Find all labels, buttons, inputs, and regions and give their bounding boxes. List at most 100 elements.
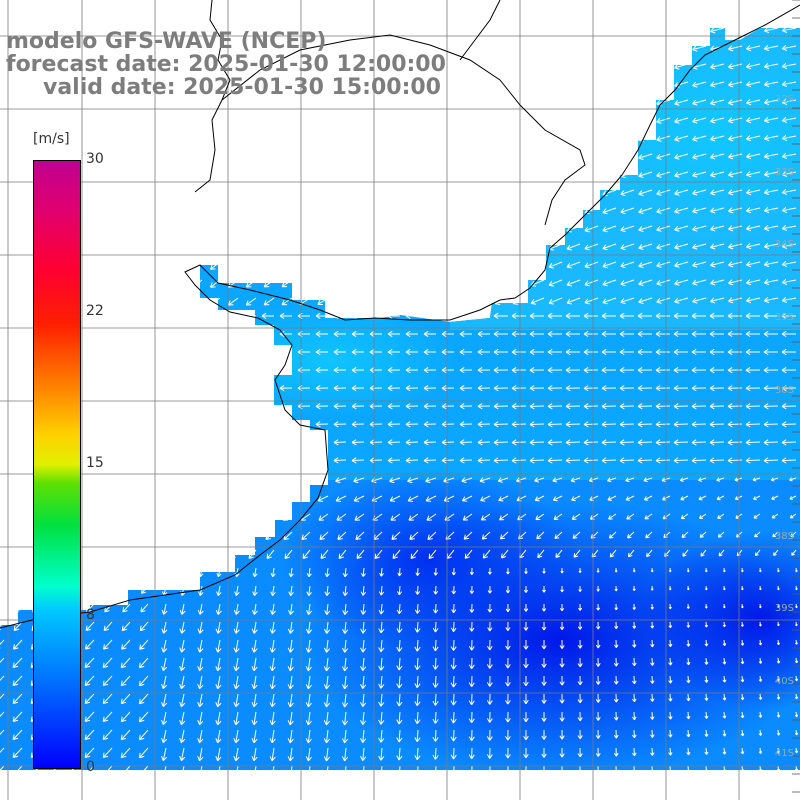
wind-arrow <box>161 765 168 770</box>
wind-arrow <box>281 297 293 306</box>
wind-arrow <box>396 675 403 689</box>
wind-arrow <box>117 439 131 446</box>
wind-arrow <box>620 99 635 107</box>
wind-arrow <box>777 621 780 627</box>
wind-arrow <box>209 495 221 502</box>
wind-arrow <box>0 457 5 464</box>
wind-arrow <box>460 63 473 71</box>
wind-arrow <box>353 243 365 251</box>
wind-arrow <box>261 330 275 338</box>
wind-arrow <box>781 421 797 428</box>
wind-arrow <box>335 477 347 484</box>
wind-arrow <box>505 729 511 741</box>
wind-arrow <box>252 585 258 597</box>
wind-arrow <box>192 171 203 180</box>
colorbar-tick-0: 0 <box>86 759 95 775</box>
wind-arrow <box>477 366 491 374</box>
wind-arrow <box>288 784 293 797</box>
wind-arrow <box>745 261 761 268</box>
wind-arrow <box>794 765 799 770</box>
wind-arrow <box>389 225 401 233</box>
wind-arrow <box>478 135 491 143</box>
wind-arrow <box>227 189 239 198</box>
wind-arrow <box>117 385 131 392</box>
wind-arrow <box>704 693 709 701</box>
wind-arrow <box>673 385 689 392</box>
wind-arrow <box>215 765 222 770</box>
wind-arrow <box>541 693 547 704</box>
wind-arrow <box>535 513 545 521</box>
wind-arrow <box>135 385 149 392</box>
wind-arrow <box>379 567 384 577</box>
wind-arrow <box>12 675 23 686</box>
wind-arrow <box>777 603 780 609</box>
wind-arrow <box>619 403 635 410</box>
wind-arrow <box>512 261 527 269</box>
wind-arrow <box>317 243 329 251</box>
wind-arrow <box>541 675 547 686</box>
wind-arrow <box>578 784 582 793</box>
wind-arrow <box>459 403 473 410</box>
wind-arrow <box>740 657 745 665</box>
wind-arrow <box>559 747 565 758</box>
wind-arrow <box>442 225 455 233</box>
wind-arrow <box>269 693 276 708</box>
wind-arrow <box>789 495 797 500</box>
wind-arrow <box>245 477 257 484</box>
wind-arrow <box>602 28 617 35</box>
wind-arrow <box>460 261 473 269</box>
wind-arrow <box>530 297 545 305</box>
wind-arrow <box>728 225 743 232</box>
wind-arrow <box>335 279 347 287</box>
wind-arrow <box>251 765 258 770</box>
wind-arrow <box>686 567 690 573</box>
wind-arrow <box>637 330 653 338</box>
wind-arrow <box>541 765 547 770</box>
wind-arrow <box>84 261 95 271</box>
wind-arrow <box>261 439 275 446</box>
wind-arrow <box>351 403 365 410</box>
wind-arrow <box>584 297 599 305</box>
wind-arrow <box>601 421 617 428</box>
wind-arrow <box>478 99 491 107</box>
wind-arrow <box>0 207 5 218</box>
wind-arrow <box>650 675 655 684</box>
wind-arrow <box>763 171 779 178</box>
wind-arrow <box>709 457 725 464</box>
wind-arrow <box>560 784 564 793</box>
wind-arrow <box>135 421 149 428</box>
wind-arrow <box>288 567 294 578</box>
wind-arrow <box>487 784 492 794</box>
wind-arrow <box>450 765 457 770</box>
wind-arrow <box>0 243 5 254</box>
wind-arrow <box>264 513 275 521</box>
wind-arrow <box>728 117 743 124</box>
wind-arrow <box>565 312 581 319</box>
wind-arrow <box>686 603 690 609</box>
wind-arrow <box>442 189 455 197</box>
wind-arrow <box>499 513 509 521</box>
wind-arrow <box>625 477 635 483</box>
wind-arrow <box>722 639 727 647</box>
wind-arrow <box>215 711 222 726</box>
wind-arrow <box>197 693 204 708</box>
wind-arrow <box>511 403 527 410</box>
wind-arrow <box>691 385 707 392</box>
wind-arrow <box>601 366 617 374</box>
wind-arrow <box>157 531 167 540</box>
wind-arrow <box>505 603 511 613</box>
wind-arrow <box>387 330 401 338</box>
wind-arrow <box>795 567 798 573</box>
wind-arrow <box>668 621 673 629</box>
wind-arrow <box>602 99 617 107</box>
wind-arrow <box>227 243 239 252</box>
wind-arrow <box>722 765 727 770</box>
wind-arrow <box>84 711 95 722</box>
wind-arrow <box>174 135 185 145</box>
wind-arrow <box>482 549 491 559</box>
wind-arrow <box>794 639 798 645</box>
wind-arrow <box>9 457 23 464</box>
wind-arrow <box>396 639 403 652</box>
wind-arrow <box>673 366 689 374</box>
wind-arrow <box>138 729 149 741</box>
